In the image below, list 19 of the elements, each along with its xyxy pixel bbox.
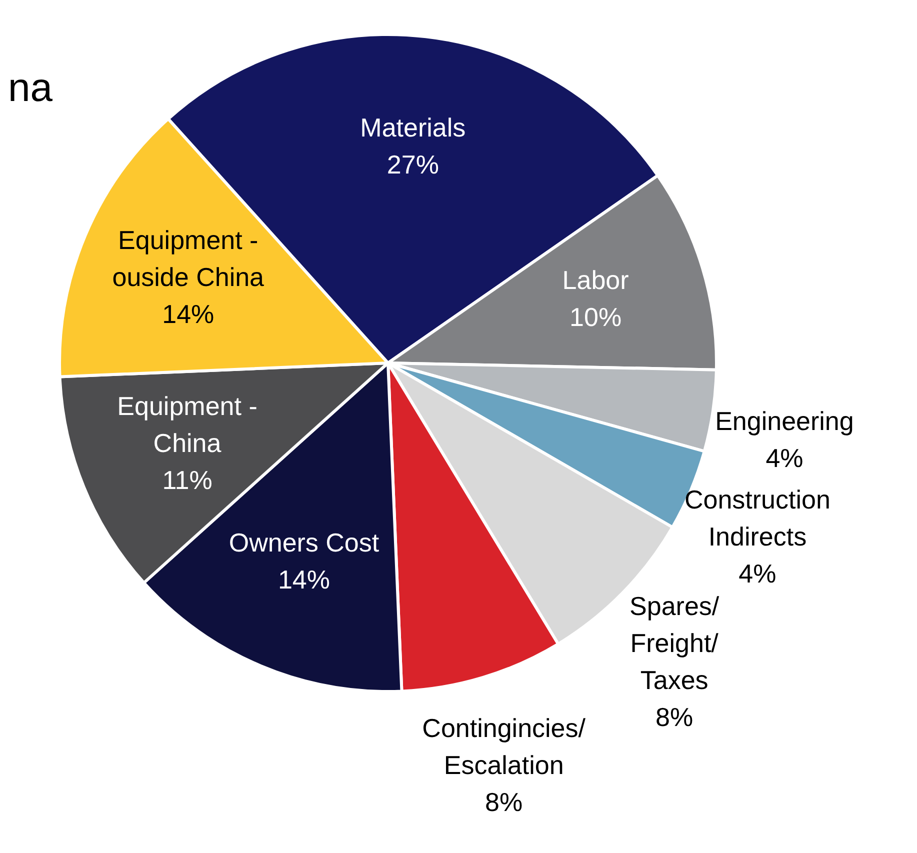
data-label: 4% bbox=[738, 558, 776, 588]
slice-label: Materials bbox=[360, 112, 466, 142]
data-label: 8% bbox=[485, 786, 523, 817]
slice-label: Contingincies/Escalation bbox=[422, 712, 586, 780]
slice-label: Construction Indirects bbox=[684, 484, 830, 552]
text: na bbox=[8, 66, 54, 110]
data-label: 14% bbox=[162, 299, 214, 330]
data-label: 27% bbox=[386, 149, 439, 180]
slice-label: Owners Cost bbox=[228, 528, 380, 558]
slice-label: Engineering bbox=[715, 406, 854, 436]
slice-label: Labor bbox=[562, 265, 630, 296]
data-label: 4% bbox=[766, 443, 804, 474]
slice-label: Equipment - China bbox=[117, 391, 258, 458]
data-label: 8% bbox=[656, 702, 694, 732]
slice-label: Equipment - ouside China bbox=[112, 225, 265, 292]
data-label: 11% bbox=[162, 465, 212, 496]
data-label: 14% bbox=[278, 564, 330, 595]
data-label: 10% bbox=[570, 302, 622, 332]
slice-label: Spares/Freight/Taxes bbox=[630, 591, 720, 696]
